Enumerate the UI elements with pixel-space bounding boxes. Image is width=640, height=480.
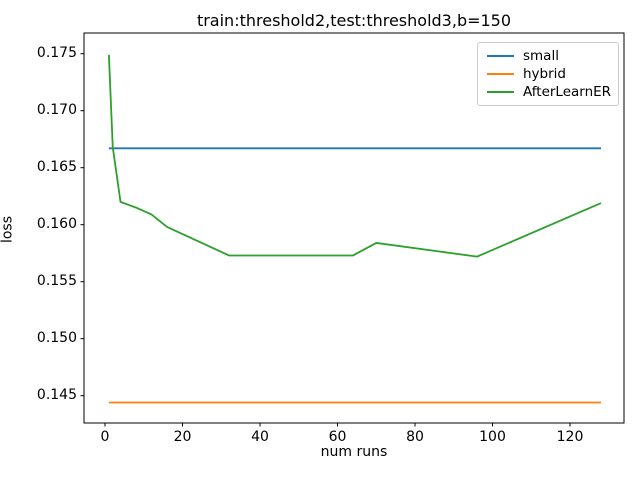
x-tick-label: 0 bbox=[100, 429, 110, 445]
x-tick-label: 40 bbox=[251, 429, 269, 445]
tick-marks bbox=[80, 53, 571, 427]
legend-line-swatch-hybrid bbox=[487, 73, 514, 75]
legend-item-small: small bbox=[487, 47, 610, 65]
x-tick-label: 100 bbox=[479, 429, 506, 445]
x-tick-label: 20 bbox=[173, 429, 192, 445]
y-tick-label: 0.150 bbox=[36, 330, 77, 347]
y-tick-label: 0.145 bbox=[36, 387, 77, 404]
legend-item-hybrid: hybrid bbox=[487, 65, 610, 83]
y-tick-label: 0.160 bbox=[36, 216, 77, 233]
axes-frame bbox=[83, 32, 625, 424]
x-tick-label: 60 bbox=[328, 429, 347, 445]
series-lines bbox=[107, 54, 602, 404]
y-tick-label: 0.170 bbox=[36, 102, 77, 119]
legend-label-afterlearner: AfterLearnER bbox=[523, 84, 612, 100]
legend-item-afterlearner: AfterLearnER bbox=[487, 83, 612, 101]
chart-title: train:threshold2,test:threshold3,b=150 bbox=[196, 11, 512, 30]
legend: small hybrid AfterLearnER bbox=[477, 42, 619, 106]
y-tick-label: 0.155 bbox=[36, 273, 77, 290]
y-tick-label: 0.165 bbox=[36, 159, 77, 176]
legend-label-small: small bbox=[523, 48, 559, 64]
legend-label-hybrid: hybrid bbox=[523, 66, 566, 82]
x-tick-label: 120 bbox=[556, 429, 584, 445]
legend-line-swatch-afterlearner bbox=[487, 91, 514, 93]
x-tick-label: 80 bbox=[406, 429, 424, 445]
y-tick-label: 0.175 bbox=[36, 45, 77, 62]
series-line-AfterLearnER bbox=[107, 54, 602, 258]
x-axis-label: num runs bbox=[320, 444, 388, 460]
legend-line-swatch-small bbox=[487, 55, 514, 57]
